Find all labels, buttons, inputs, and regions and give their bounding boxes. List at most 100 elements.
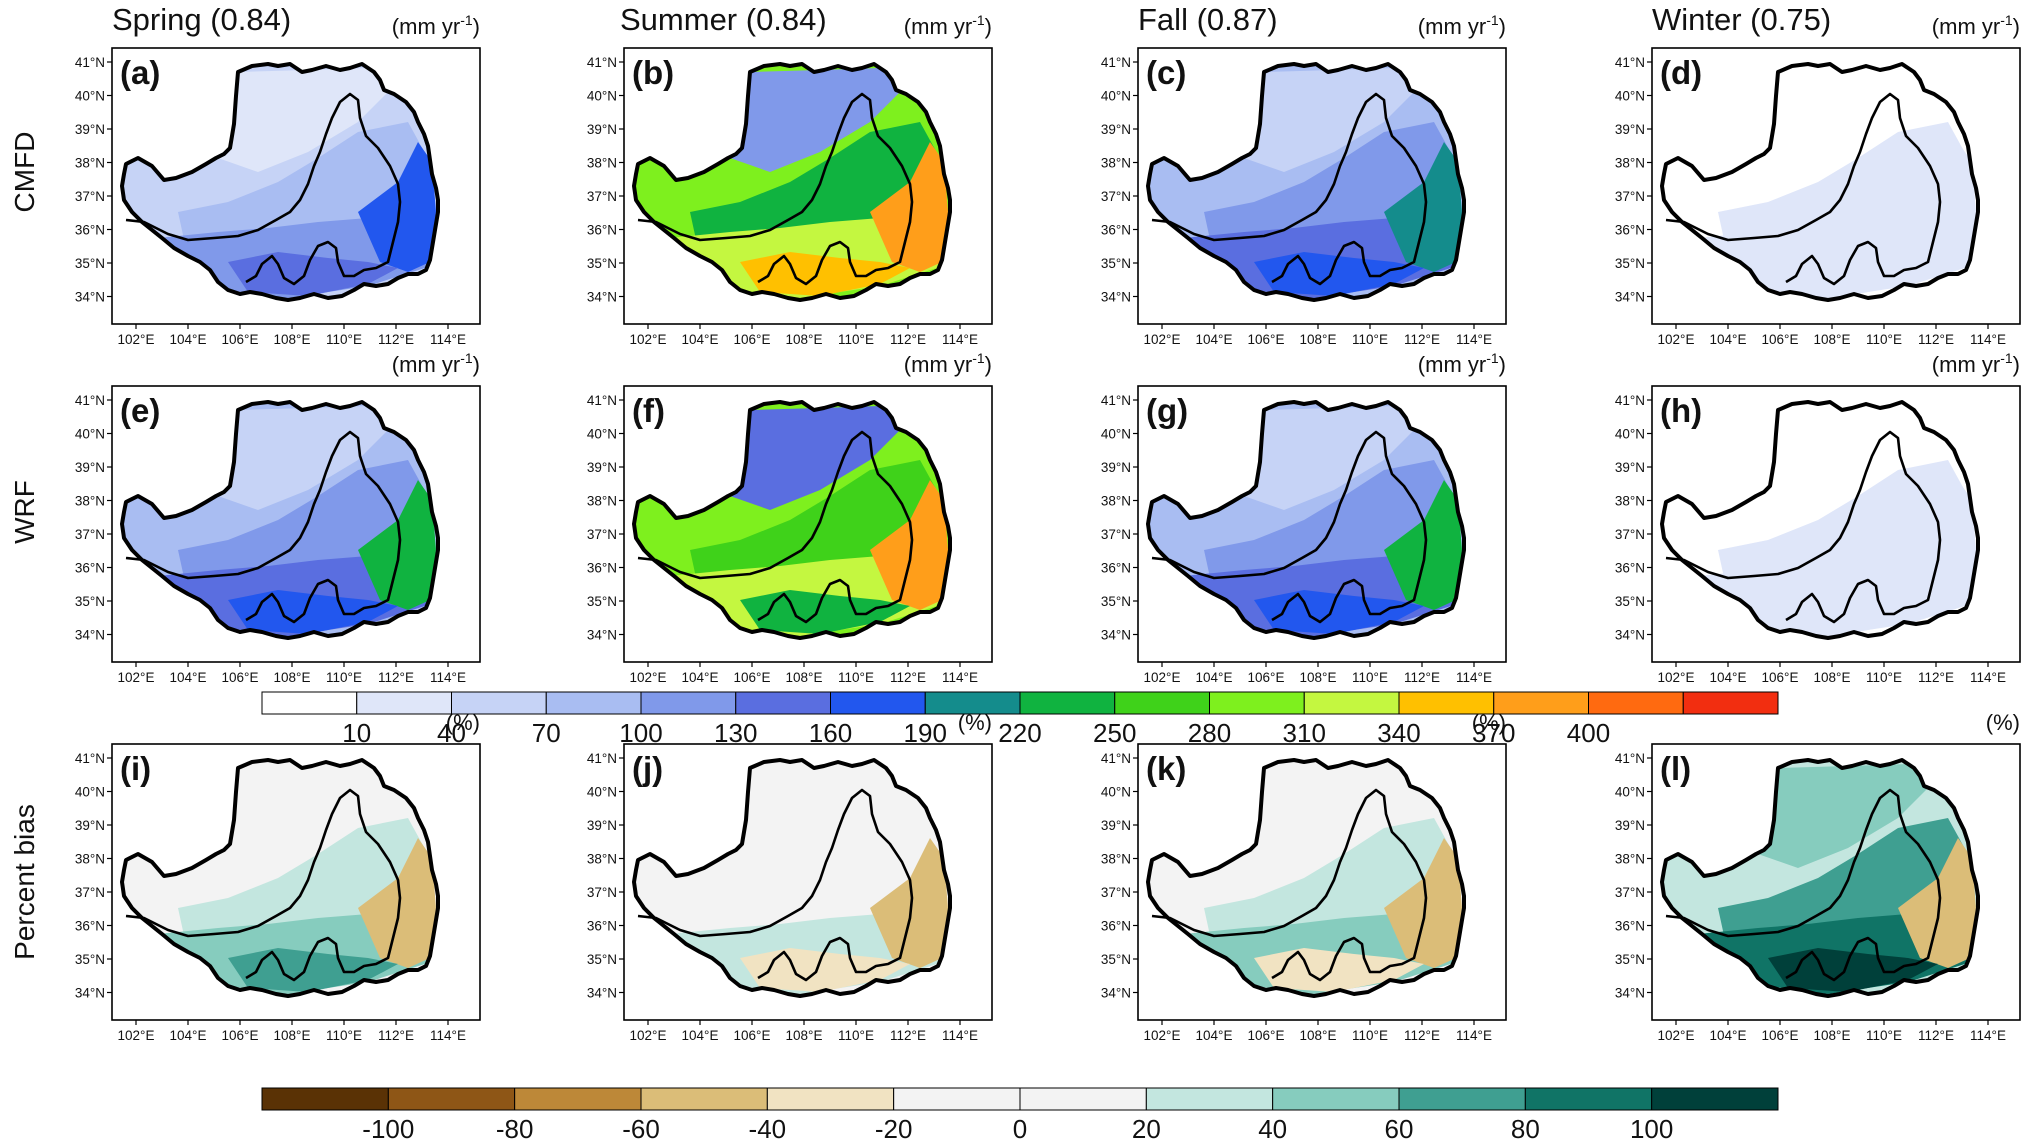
panel-label: (a)	[120, 54, 160, 91]
lat-tick-label: 34°N	[587, 628, 617, 643]
bias-colorbar-swatch	[640, 1087, 768, 1111]
lon-tick-label: 102°E	[118, 670, 155, 685]
lat-tick-label: 38°N	[1101, 156, 1131, 171]
lat-tick-label: 39°N	[1101, 460, 1131, 475]
map-panel-spring-wrf: (mm yr-1) (e) 41°N 40°N 39°N 38°N 37°N 36°N 35°N…	[75, 350, 481, 685]
lat-tick-label: 35°N	[75, 594, 105, 609]
lon-tick-label: 104°E	[1710, 332, 1747, 347]
lat-tick-label: 39°N	[1615, 460, 1645, 475]
panel-label: (i)	[120, 750, 151, 787]
lat-tick-label: 36°N	[75, 223, 105, 238]
lon-tick-label: 110°E	[838, 670, 874, 685]
lon-tick-label: 102°E	[118, 332, 155, 347]
lon-tick-label: 112°E	[378, 332, 414, 347]
lat-tick-label: 40°N	[1101, 89, 1131, 104]
lon-tick-label: 104°E	[1710, 1028, 1747, 1043]
lat-tick-label: 40°N	[587, 89, 617, 104]
lat-tick-label: 39°N	[75, 122, 105, 137]
lon-tick-label: 102°E	[1144, 1028, 1181, 1043]
precip-colorbar-swatch	[356, 691, 452, 715]
bias-colorbar-tick-label: 80	[1511, 1114, 1540, 1144]
bias-colorbar-swatch	[1524, 1087, 1653, 1111]
unit-superscript: -1	[2000, 12, 2013, 28]
lon-tick-label: 104°E	[1196, 332, 1233, 347]
lon-tick-label: 108°E	[786, 332, 823, 347]
row-label-percent-bias: Percent bias	[9, 804, 40, 960]
bias-colorbar-swatch	[766, 1087, 895, 1111]
lat-axis: 41°N 40°N 39°N 38°N 37°N 36°N 35°N 34°N	[587, 751, 624, 1001]
lon-tick-label: 114°E	[1970, 1028, 2006, 1043]
lat-tick-label: 35°N	[75, 952, 105, 967]
lat-tick-label: 40°N	[1101, 427, 1131, 442]
unit-text: (mm yr	[904, 14, 972, 39]
lat-tick-label: 34°N	[1101, 628, 1131, 643]
unit-text: (mm yr	[904, 352, 972, 377]
panel-label: (k)	[1146, 750, 1186, 787]
unit-label: (mm yr-1)	[1932, 12, 2020, 39]
precip-colorbar-swatch	[924, 691, 1021, 715]
lat-tick-label: 41°N	[75, 751, 105, 766]
lon-tick-label: 102°E	[630, 670, 667, 685]
map-panel-winter-bias: (%) (l) 41°N 40°N 39°N 38°N 37°N 36°N 35°N 34°N 10…	[1615, 710, 2021, 1043]
bias-colorbar-tick-label: 20	[1132, 1114, 1161, 1144]
lat-tick-label: 37°N	[1101, 189, 1131, 204]
unit-label: (mm yr-1)	[1418, 12, 1506, 39]
lon-tick-label: 104°E	[1196, 1028, 1233, 1043]
unit-close: )	[985, 14, 992, 39]
precip-colorbar-swatch	[1682, 691, 1779, 715]
lon-tick-label: 114°E	[942, 670, 978, 685]
lat-tick-label: 34°N	[1101, 986, 1131, 1001]
lat-tick-label: 34°N	[75, 628, 105, 643]
lat-tick-label: 39°N	[75, 818, 105, 833]
season-title-winter: Winter (0.75)	[1652, 2, 1831, 37]
unit-label: (mm yr-1)	[904, 350, 992, 377]
unit-close: )	[2013, 352, 2020, 377]
lon-tick-label: 102°E	[118, 1028, 155, 1043]
lat-tick-label: 39°N	[1101, 122, 1131, 137]
lon-tick-label: 106°E	[1762, 1028, 1799, 1043]
lat-tick-label: 40°N	[587, 785, 617, 800]
lon-tick-label: 104°E	[170, 670, 207, 685]
precip-colorbar-tick-label: 250	[1093, 718, 1136, 748]
unit-superscript: -1	[2000, 350, 2013, 366]
lat-axis: 41°N 40°N 39°N 38°N 37°N 36°N 35°N 34°N	[1615, 393, 1652, 643]
lon-tick-label: 112°E	[890, 332, 926, 347]
unit-superscript: -1	[460, 350, 473, 366]
lon-tick-label: 114°E	[430, 1028, 466, 1043]
lat-axis: 41°N 40°N 39°N 38°N 37°N 36°N 35°N 34°N	[75, 751, 112, 1001]
precip-colorbar-swatch	[451, 691, 547, 715]
lat-tick-label: 41°N	[75, 55, 105, 70]
lat-tick-label: 37°N	[1615, 885, 1645, 900]
lat-tick-label: 34°N	[1615, 628, 1645, 643]
lon-tick-label: 102°E	[630, 1028, 667, 1043]
lat-tick-label: 35°N	[587, 256, 617, 271]
row-label-cmfd: CMFD	[9, 132, 40, 213]
bias-colorbar-tick-label: -80	[496, 1114, 534, 1144]
unit-close: )	[2013, 14, 2020, 39]
panel-label: (d)	[1660, 54, 1702, 91]
lon-tick-label: 114°E	[1970, 332, 2006, 347]
lat-tick-label: 37°N	[1101, 527, 1131, 542]
lon-axis: 102°E 104°E 106°E 108°E 110°E 112°E 114°E	[1144, 324, 1492, 347]
lon-tick-label: 106°E	[734, 670, 771, 685]
panel-label: (h)	[1660, 392, 1702, 429]
lat-tick-label: 37°N	[75, 189, 105, 204]
bias-colorbar-tick-label: -20	[875, 1114, 913, 1144]
lon-tick-label: 102°E	[1144, 332, 1181, 347]
lon-axis: 102°E 104°E 106°E 108°E 110°E 112°E 114°E	[630, 662, 978, 685]
lon-tick-label: 108°E	[1814, 670, 1851, 685]
lon-tick-label: 110°E	[326, 1028, 362, 1043]
bias-colorbar-swatch	[1145, 1087, 1274, 1111]
map-panel-winter-wrf: (mm yr-1) (h) 41°N 40°N 39°N 38°N 37°N 36°N 35°N…	[1615, 350, 2021, 685]
lon-axis: 102°E 104°E 106°E 108°E 110°E 112°E 114°E	[1658, 324, 2006, 347]
precip-colorbar-swatch	[1303, 691, 1400, 715]
panel-label: (l)	[1660, 750, 1691, 787]
bias-colorbar-swatch	[261, 1087, 389, 1111]
lon-tick-label: 108°E	[1300, 1028, 1337, 1043]
lat-tick-label: 34°N	[1101, 290, 1131, 305]
precip-colorbar-tick-label: 10	[342, 718, 371, 748]
lon-tick-label: 108°E	[1300, 670, 1337, 685]
precip-colorbar-tick-label: 160	[809, 718, 852, 748]
unit-superscript: -1	[460, 12, 473, 28]
